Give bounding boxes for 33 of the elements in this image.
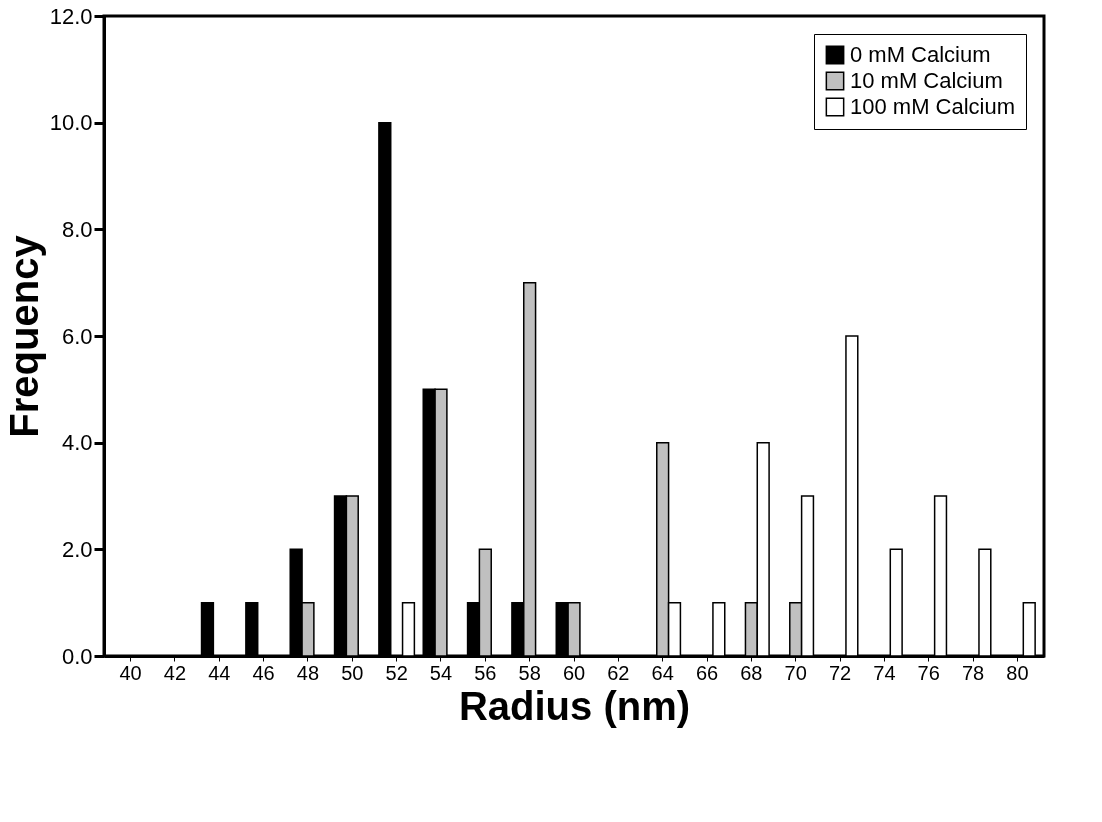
x-tick-label: 70 xyxy=(784,661,807,684)
x-tick-label: 68 xyxy=(740,661,763,684)
x-tick-label: 64 xyxy=(651,661,674,684)
x-tick-label: 76 xyxy=(917,661,940,684)
y-tick-label: 4.0 xyxy=(61,430,93,456)
x-tick-label: 58 xyxy=(518,661,541,684)
x-tick-label: 78 xyxy=(961,661,985,684)
x-tick-label: 48 xyxy=(296,661,320,684)
y-axis-title: Frequency xyxy=(1,234,46,438)
x-tick-label: 72 xyxy=(828,661,852,684)
x-tick-label: 80 xyxy=(1006,661,1029,684)
legend-label: 100 mM Calcium xyxy=(850,94,1016,119)
x-tick-label: 40 xyxy=(119,661,142,684)
legend-label: 10 mM Calcium xyxy=(850,68,1003,93)
x-tick-label: 54 xyxy=(429,661,453,684)
y-tick-label: 2.0 xyxy=(61,536,93,562)
x-tick-label: 46 xyxy=(252,661,275,684)
y-tick-label: 10.0 xyxy=(49,110,93,136)
y-tick-label: 8.0 xyxy=(61,216,93,242)
x-tick-label: 56 xyxy=(474,661,497,684)
x-tick-label: 50 xyxy=(341,661,364,684)
y-tick-label: 0.0 xyxy=(61,643,93,669)
x-tick-label: 74 xyxy=(873,661,896,684)
x-tick-label: 62 xyxy=(607,661,630,684)
legend-label: 0 mM Calcium xyxy=(850,42,991,67)
y-tick-label: 6.0 xyxy=(61,323,93,349)
x-tick-label: 60 xyxy=(562,661,586,684)
x-tick-label: 52 xyxy=(385,661,408,684)
x-axis-title: Radius (nm) xyxy=(458,683,691,728)
x-tick-label: 44 xyxy=(208,661,231,684)
x-tick-label: 42 xyxy=(163,661,187,684)
x-tick-label: 66 xyxy=(695,661,719,684)
y-tick-label: 12.0 xyxy=(49,3,93,29)
